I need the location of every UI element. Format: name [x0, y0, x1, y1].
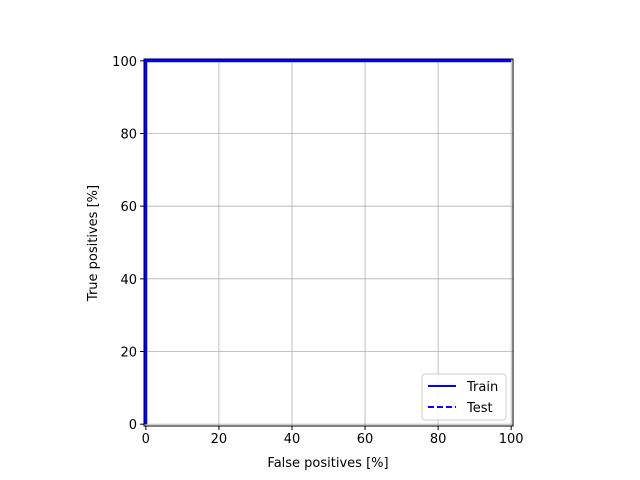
grid	[144, 59, 513, 426]
plot-area	[144, 59, 513, 426]
x-tick-label: 40	[284, 432, 301, 447]
x-tick-label: 100	[499, 432, 524, 447]
x-tick-label: 20	[211, 432, 228, 447]
y-tick-label: 20	[120, 346, 137, 361]
y-tick-label: 100	[112, 55, 137, 70]
y-axis-label: True positives [%]	[86, 185, 101, 302]
series-lines	[144, 59, 512, 425]
x-axis-label: False positives [%]	[267, 456, 388, 471]
y-tick-label: 0	[129, 418, 137, 433]
y-tick-label: 60	[120, 200, 137, 215]
y-tick-label: 80	[120, 127, 137, 142]
x-tick-label: 0	[142, 432, 150, 447]
y-tick-label: 40	[120, 273, 137, 288]
x-tick-label: 80	[430, 432, 447, 447]
plot-frame	[143, 58, 514, 427]
legend: Train Test	[421, 373, 507, 421]
legend-label-train: Train	[466, 380, 498, 395]
series-line-test	[144, 59, 512, 425]
y-axis-ticks: 0 20 40 60 80 100	[112, 55, 144, 433]
x-axis-ticks: 0 20 40 60 80 100	[142, 426, 524, 447]
legend-label-test: Test	[466, 401, 493, 416]
x-tick-label: 60	[357, 432, 374, 447]
